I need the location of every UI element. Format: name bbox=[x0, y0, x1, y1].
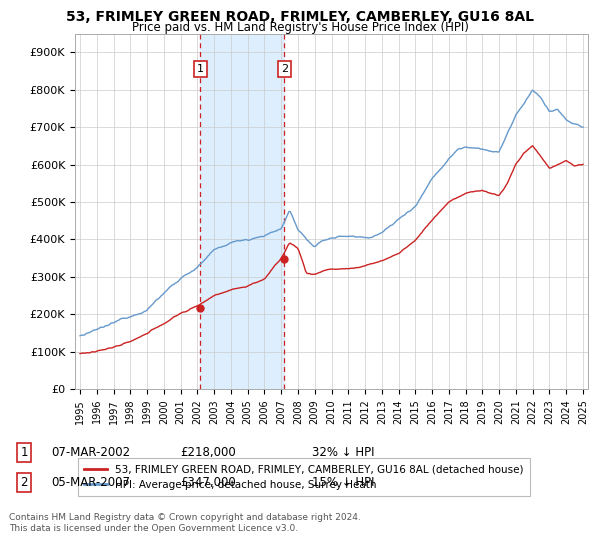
Text: 53, FRIMLEY GREEN ROAD, FRIMLEY, CAMBERLEY, GU16 8AL: 53, FRIMLEY GREEN ROAD, FRIMLEY, CAMBERL… bbox=[66, 10, 534, 24]
Legend: 53, FRIMLEY GREEN ROAD, FRIMLEY, CAMBERLEY, GU16 8AL (detached house), HPI: Aver: 53, FRIMLEY GREEN ROAD, FRIMLEY, CAMBERL… bbox=[77, 459, 530, 496]
Text: £218,000: £218,000 bbox=[180, 446, 236, 459]
Text: Price paid vs. HM Land Registry's House Price Index (HPI): Price paid vs. HM Land Registry's House … bbox=[131, 21, 469, 34]
Text: 07-MAR-2002: 07-MAR-2002 bbox=[51, 446, 130, 459]
Text: 2: 2 bbox=[20, 476, 28, 489]
Text: 1: 1 bbox=[20, 446, 28, 459]
Text: This data is licensed under the Open Government Licence v3.0.: This data is licensed under the Open Gov… bbox=[9, 524, 298, 533]
Text: Contains HM Land Registry data © Crown copyright and database right 2024.: Contains HM Land Registry data © Crown c… bbox=[9, 513, 361, 522]
Text: 32% ↓ HPI: 32% ↓ HPI bbox=[312, 446, 374, 459]
Text: 1: 1 bbox=[197, 64, 204, 74]
Text: 05-MAR-2007: 05-MAR-2007 bbox=[51, 476, 130, 489]
Bar bbox=[200, 34, 284, 389]
Text: £347,000: £347,000 bbox=[180, 476, 236, 489]
Text: 15% ↓ HPI: 15% ↓ HPI bbox=[312, 476, 374, 489]
Text: 2: 2 bbox=[281, 64, 288, 74]
